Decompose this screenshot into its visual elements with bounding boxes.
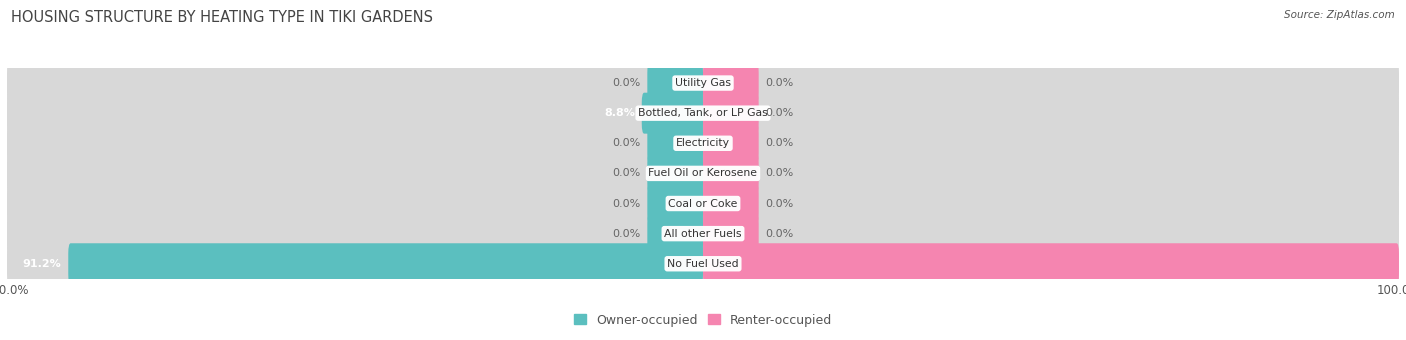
Text: 91.2%: 91.2%: [22, 259, 62, 269]
FancyBboxPatch shape: [703, 63, 1399, 104]
Text: 8.8%: 8.8%: [605, 108, 634, 118]
Bar: [7, 219, 1399, 249]
FancyBboxPatch shape: [647, 153, 703, 194]
Text: No Fuel Used: No Fuel Used: [668, 259, 738, 269]
FancyBboxPatch shape: [703, 183, 759, 224]
Text: 0.0%: 0.0%: [766, 228, 794, 239]
Text: Fuel Oil or Kerosene: Fuel Oil or Kerosene: [648, 168, 758, 179]
FancyBboxPatch shape: [647, 123, 703, 164]
FancyBboxPatch shape: [7, 123, 703, 164]
Text: 0.0%: 0.0%: [612, 78, 640, 88]
FancyBboxPatch shape: [7, 183, 703, 224]
Bar: [7, 158, 1399, 188]
Text: Coal or Coke: Coal or Coke: [668, 199, 738, 208]
FancyBboxPatch shape: [703, 93, 759, 134]
Text: Source: ZipAtlas.com: Source: ZipAtlas.com: [1284, 10, 1395, 20]
Bar: [7, 249, 1399, 279]
Text: 0.0%: 0.0%: [766, 78, 794, 88]
Text: 0.0%: 0.0%: [766, 138, 794, 148]
FancyBboxPatch shape: [703, 63, 759, 104]
FancyBboxPatch shape: [647, 63, 703, 104]
FancyBboxPatch shape: [641, 93, 703, 134]
FancyBboxPatch shape: [703, 183, 1399, 224]
FancyBboxPatch shape: [7, 93, 703, 134]
Legend: Owner-occupied, Renter-occupied: Owner-occupied, Renter-occupied: [568, 309, 838, 332]
Text: 0.0%: 0.0%: [612, 199, 640, 208]
FancyBboxPatch shape: [703, 123, 759, 164]
Text: 0.0%: 0.0%: [612, 138, 640, 148]
FancyBboxPatch shape: [7, 153, 703, 194]
FancyBboxPatch shape: [703, 243, 1399, 284]
FancyBboxPatch shape: [647, 213, 703, 254]
FancyBboxPatch shape: [703, 213, 759, 254]
Bar: [7, 98, 1399, 128]
Text: 0.0%: 0.0%: [766, 168, 794, 179]
FancyBboxPatch shape: [7, 213, 703, 254]
Text: Utility Gas: Utility Gas: [675, 78, 731, 88]
Text: 0.0%: 0.0%: [766, 108, 794, 118]
Text: 0.0%: 0.0%: [612, 228, 640, 239]
FancyBboxPatch shape: [703, 243, 1399, 284]
Text: All other Fuels: All other Fuels: [664, 228, 742, 239]
Text: HOUSING STRUCTURE BY HEATING TYPE IN TIKI GARDENS: HOUSING STRUCTURE BY HEATING TYPE IN TIK…: [11, 10, 433, 25]
Text: 0.0%: 0.0%: [766, 199, 794, 208]
FancyBboxPatch shape: [703, 153, 759, 194]
FancyBboxPatch shape: [7, 63, 703, 104]
FancyBboxPatch shape: [703, 213, 1399, 254]
Text: 0.0%: 0.0%: [612, 168, 640, 179]
FancyBboxPatch shape: [647, 183, 703, 224]
FancyBboxPatch shape: [703, 93, 1399, 134]
Bar: [7, 128, 1399, 158]
FancyBboxPatch shape: [703, 153, 1399, 194]
FancyBboxPatch shape: [69, 243, 703, 284]
FancyBboxPatch shape: [7, 243, 703, 284]
Text: Bottled, Tank, or LP Gas: Bottled, Tank, or LP Gas: [638, 108, 768, 118]
FancyBboxPatch shape: [703, 123, 1399, 164]
Bar: [7, 188, 1399, 219]
Bar: [7, 68, 1399, 98]
Text: Electricity: Electricity: [676, 138, 730, 148]
